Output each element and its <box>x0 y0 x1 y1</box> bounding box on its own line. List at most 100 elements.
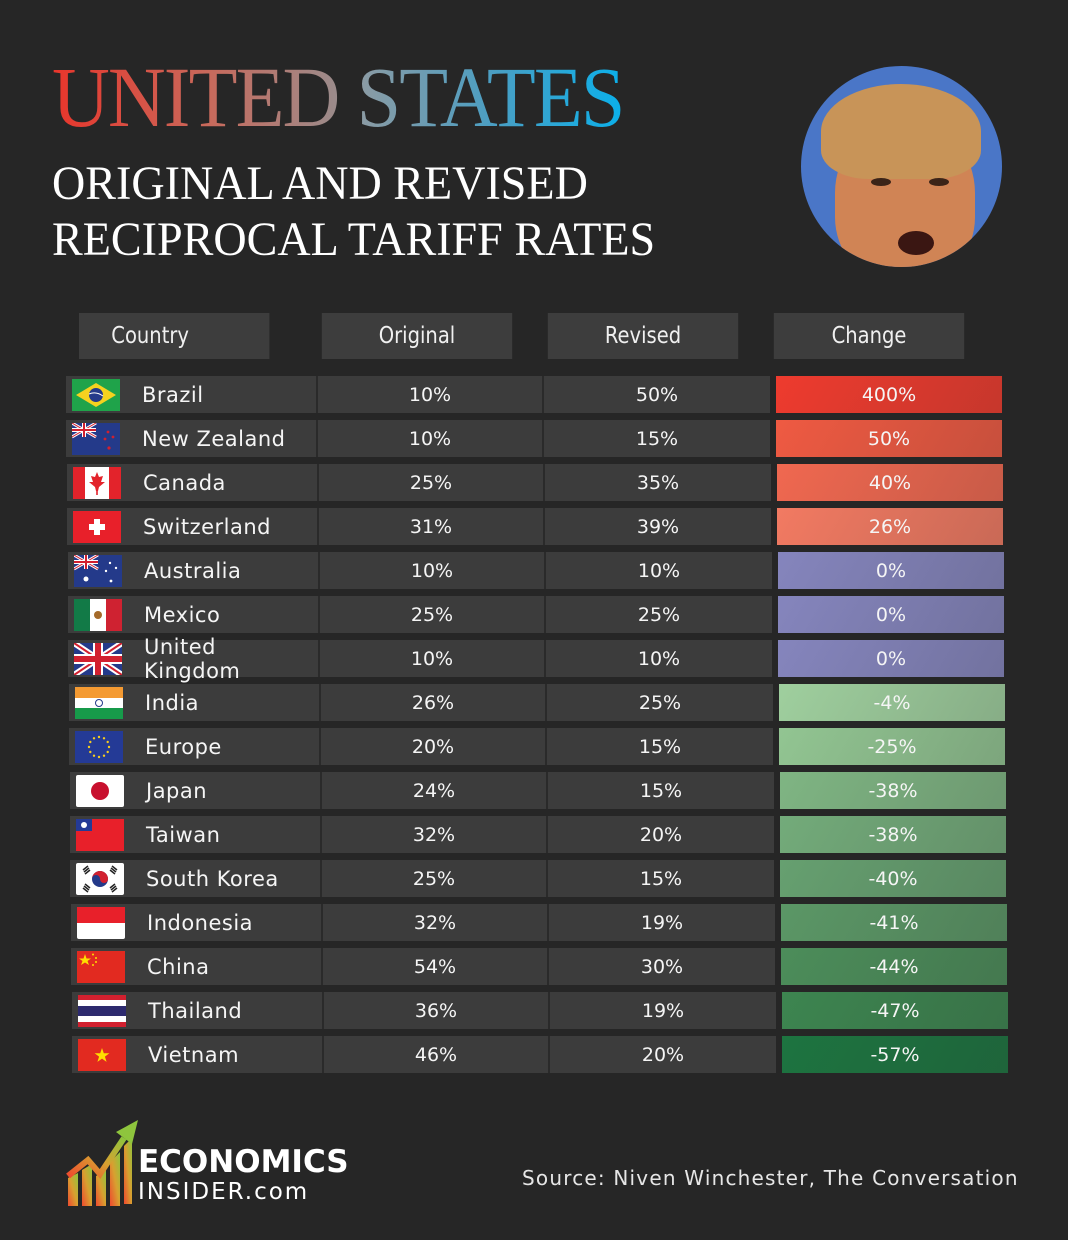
cell-change: -38% <box>780 816 1006 853</box>
cell-change: 50% <box>776 420 1002 457</box>
table-row: Brazil 10% 50% 400% <box>66 376 1002 413</box>
table-row: Taiwan 32% 20% -38% <box>70 816 1006 853</box>
cell-revised: 19% <box>550 992 776 1029</box>
country-name: Japan <box>146 778 208 803</box>
cell-change: 0% <box>778 640 1004 677</box>
cell-original: 46% <box>324 1036 550 1073</box>
table-row: Mexico 25% 25% 0% <box>68 596 1004 633</box>
country-name: Vietnam <box>148 1042 240 1067</box>
logo-text-economics: ECONOMICS <box>138 1144 349 1180</box>
japan-flag-icon <box>76 774 124 807</box>
brazil-flag-icon <box>72 378 120 411</box>
table-row: Indonesia 32% 19% -41% <box>71 904 1007 941</box>
cell-change: -47% <box>782 992 1008 1029</box>
cell-country: Brazil <box>66 376 318 413</box>
country-name: China <box>147 954 210 979</box>
cell-country: Australia <box>68 552 320 589</box>
cell-revised: 15% <box>548 860 774 897</box>
table-row: Japan 24% 15% -38% <box>70 772 1006 809</box>
cell-country: Switzerland <box>67 508 319 545</box>
cell-country: Vietnam <box>72 1036 324 1073</box>
cell-country: India <box>69 684 321 721</box>
india-flag-icon <box>75 686 123 719</box>
cell-change: 40% <box>777 464 1003 501</box>
page-title: UNITED STATES <box>52 49 626 145</box>
source-citation: Source: Niven Winchester, The Conversati… <box>522 1166 1019 1190</box>
indonesia-flag-icon <box>77 906 125 939</box>
table-row: Vietnam 46% 20% -57% <box>72 1036 1008 1073</box>
table-row: South Korea 25% 15% -40% <box>70 860 1006 897</box>
cell-original: 20% <box>321 728 547 765</box>
table-header: Country Original Revised Change <box>79 313 981 359</box>
logo-text-insider: INSIDER.com <box>138 1179 310 1205</box>
cell-original: 24% <box>322 772 548 809</box>
cell-revised: 30% <box>549 948 775 985</box>
country-name: Australia <box>144 558 242 583</box>
cell-original: 25% <box>319 464 545 501</box>
growth-chart-icon <box>66 1120 138 1206</box>
country-name: Taiwan <box>146 822 221 847</box>
cell-original: 10% <box>320 640 546 677</box>
cell-revised: 10% <box>546 640 772 677</box>
country-name: South Korea <box>146 866 279 891</box>
cell-original: 25% <box>322 860 548 897</box>
table-row: India 26% 25% -4% <box>69 684 1005 721</box>
cell-change: -40% <box>780 860 1006 897</box>
column-header-change: Change <box>773 313 965 359</box>
cell-country: New Zealand <box>66 420 318 457</box>
cell-change: 0% <box>778 596 1004 633</box>
country-name: India <box>145 690 200 715</box>
cell-change: 26% <box>777 508 1003 545</box>
new-zealand-flag-icon <box>72 422 120 455</box>
column-header-original: Original <box>321 313 513 359</box>
title-word-states: STATES <box>356 49 626 145</box>
cell-revised: 39% <box>545 508 771 545</box>
cell-revised: 19% <box>549 904 775 941</box>
table-row: China 54% 30% -44% <box>71 948 1007 985</box>
table-row: Europe 20% 15% -25% <box>69 728 1005 765</box>
canada-flag-icon <box>73 466 121 499</box>
cell-original: 36% <box>324 992 550 1029</box>
cell-original: 10% <box>318 420 544 457</box>
taiwan-flag-icon <box>76 818 124 851</box>
column-header-revised: Revised <box>547 313 739 359</box>
subtitle: ORIGINAL AND REVISED RECIPROCAL TARIFF R… <box>52 156 655 268</box>
country-name: United Kingdom <box>144 634 241 683</box>
cell-country: Indonesia <box>71 904 323 941</box>
cell-country: South Korea <box>70 860 322 897</box>
table-row: New Zealand 10% 15% 50% <box>66 420 1002 457</box>
cell-change: -4% <box>779 684 1005 721</box>
eu-flag-icon <box>75 730 123 763</box>
cell-original: 32% <box>322 816 548 853</box>
china-flag-icon <box>77 950 125 983</box>
country-name: New Zealand <box>142 426 286 451</box>
cell-country: Mexico <box>68 596 320 633</box>
cell-original: 32% <box>323 904 549 941</box>
south-korea-flag-icon <box>76 862 124 895</box>
column-header-country: Country <box>79 313 270 359</box>
cell-original: 10% <box>320 552 546 589</box>
table-row: Switzerland 31% 39% 26% <box>67 508 1003 545</box>
cell-change: -44% <box>781 948 1007 985</box>
cell-country: Thailand <box>72 992 324 1029</box>
australia-flag-icon <box>74 554 122 587</box>
portrait-mouth <box>898 231 934 255</box>
thailand-flag-icon <box>78 994 126 1027</box>
cell-revised: 25% <box>547 684 773 721</box>
portrait-hair <box>821 84 981 179</box>
title-word-united: UNITED <box>52 49 340 145</box>
portrait-eye <box>929 178 949 186</box>
subtitle-line-1: ORIGINAL AND REVISED <box>52 157 588 210</box>
cell-country: United Kingdom <box>68 635 320 683</box>
country-name: Europe <box>145 734 222 759</box>
country-name: Thailand <box>148 998 243 1023</box>
cell-change: 0% <box>778 552 1004 589</box>
cell-original: 54% <box>323 948 549 985</box>
cell-original: 31% <box>319 508 545 545</box>
switzerland-flag-icon <box>73 510 121 543</box>
cell-revised: 15% <box>548 772 774 809</box>
table-row: United Kingdom 10% 10% 0% <box>68 635 1004 683</box>
portrait-image <box>801 66 1002 267</box>
cell-revised: 20% <box>548 816 774 853</box>
cell-revised: 25% <box>546 596 772 633</box>
